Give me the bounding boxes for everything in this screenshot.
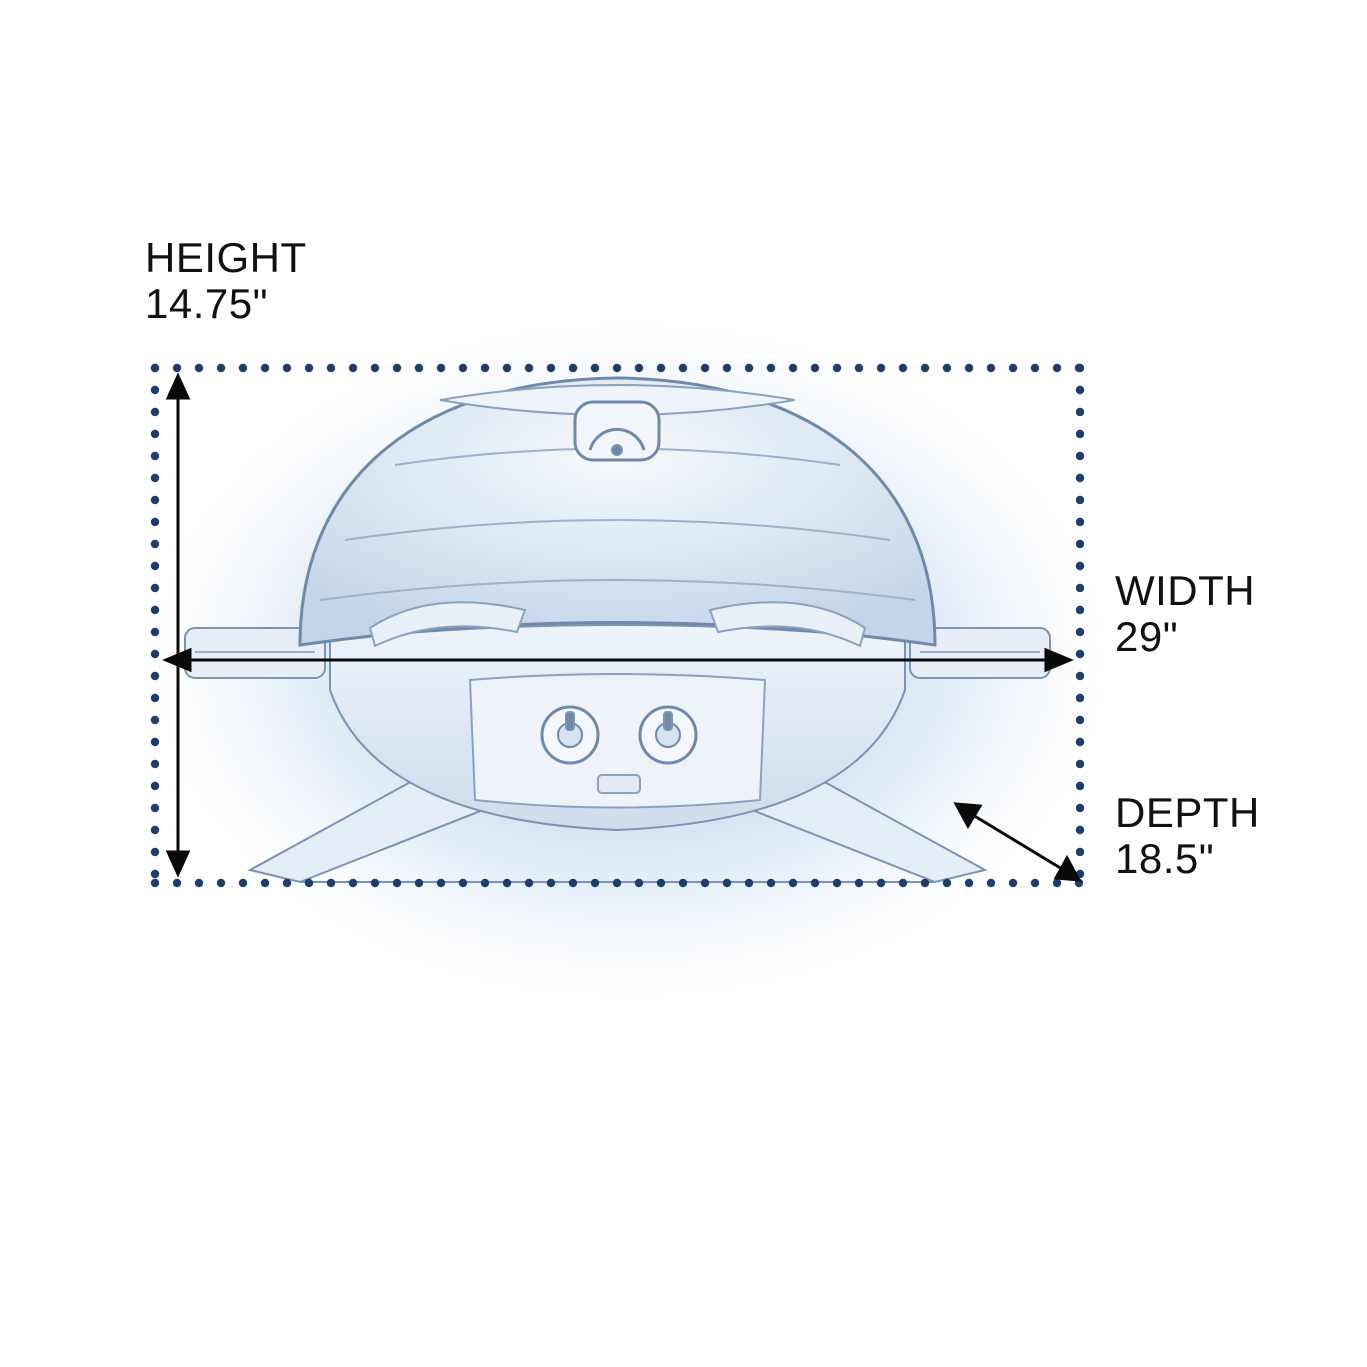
control-knob-left [542,707,598,763]
grill-sketch [185,378,1050,882]
width-title: WIDTH [1115,568,1255,614]
depth-label: DEPTH 18.5" [1115,790,1260,882]
depth-value: 18.5" [1115,836,1260,882]
width-value: 29" [1115,614,1255,660]
height-label: HEIGHT 14.75" [145,235,307,327]
height-title: HEIGHT [145,235,307,281]
lid-gauge [575,402,659,460]
control-knob-right [640,707,696,763]
dimension-diagram: HEIGHT 14.75" WIDTH 29" DEPTH 18.5" [0,0,1367,1367]
height-value: 14.75" [145,281,307,327]
diagram-svg [0,0,1367,1367]
depth-title: DEPTH [1115,790,1260,836]
width-label: WIDTH 29" [1115,568,1255,660]
